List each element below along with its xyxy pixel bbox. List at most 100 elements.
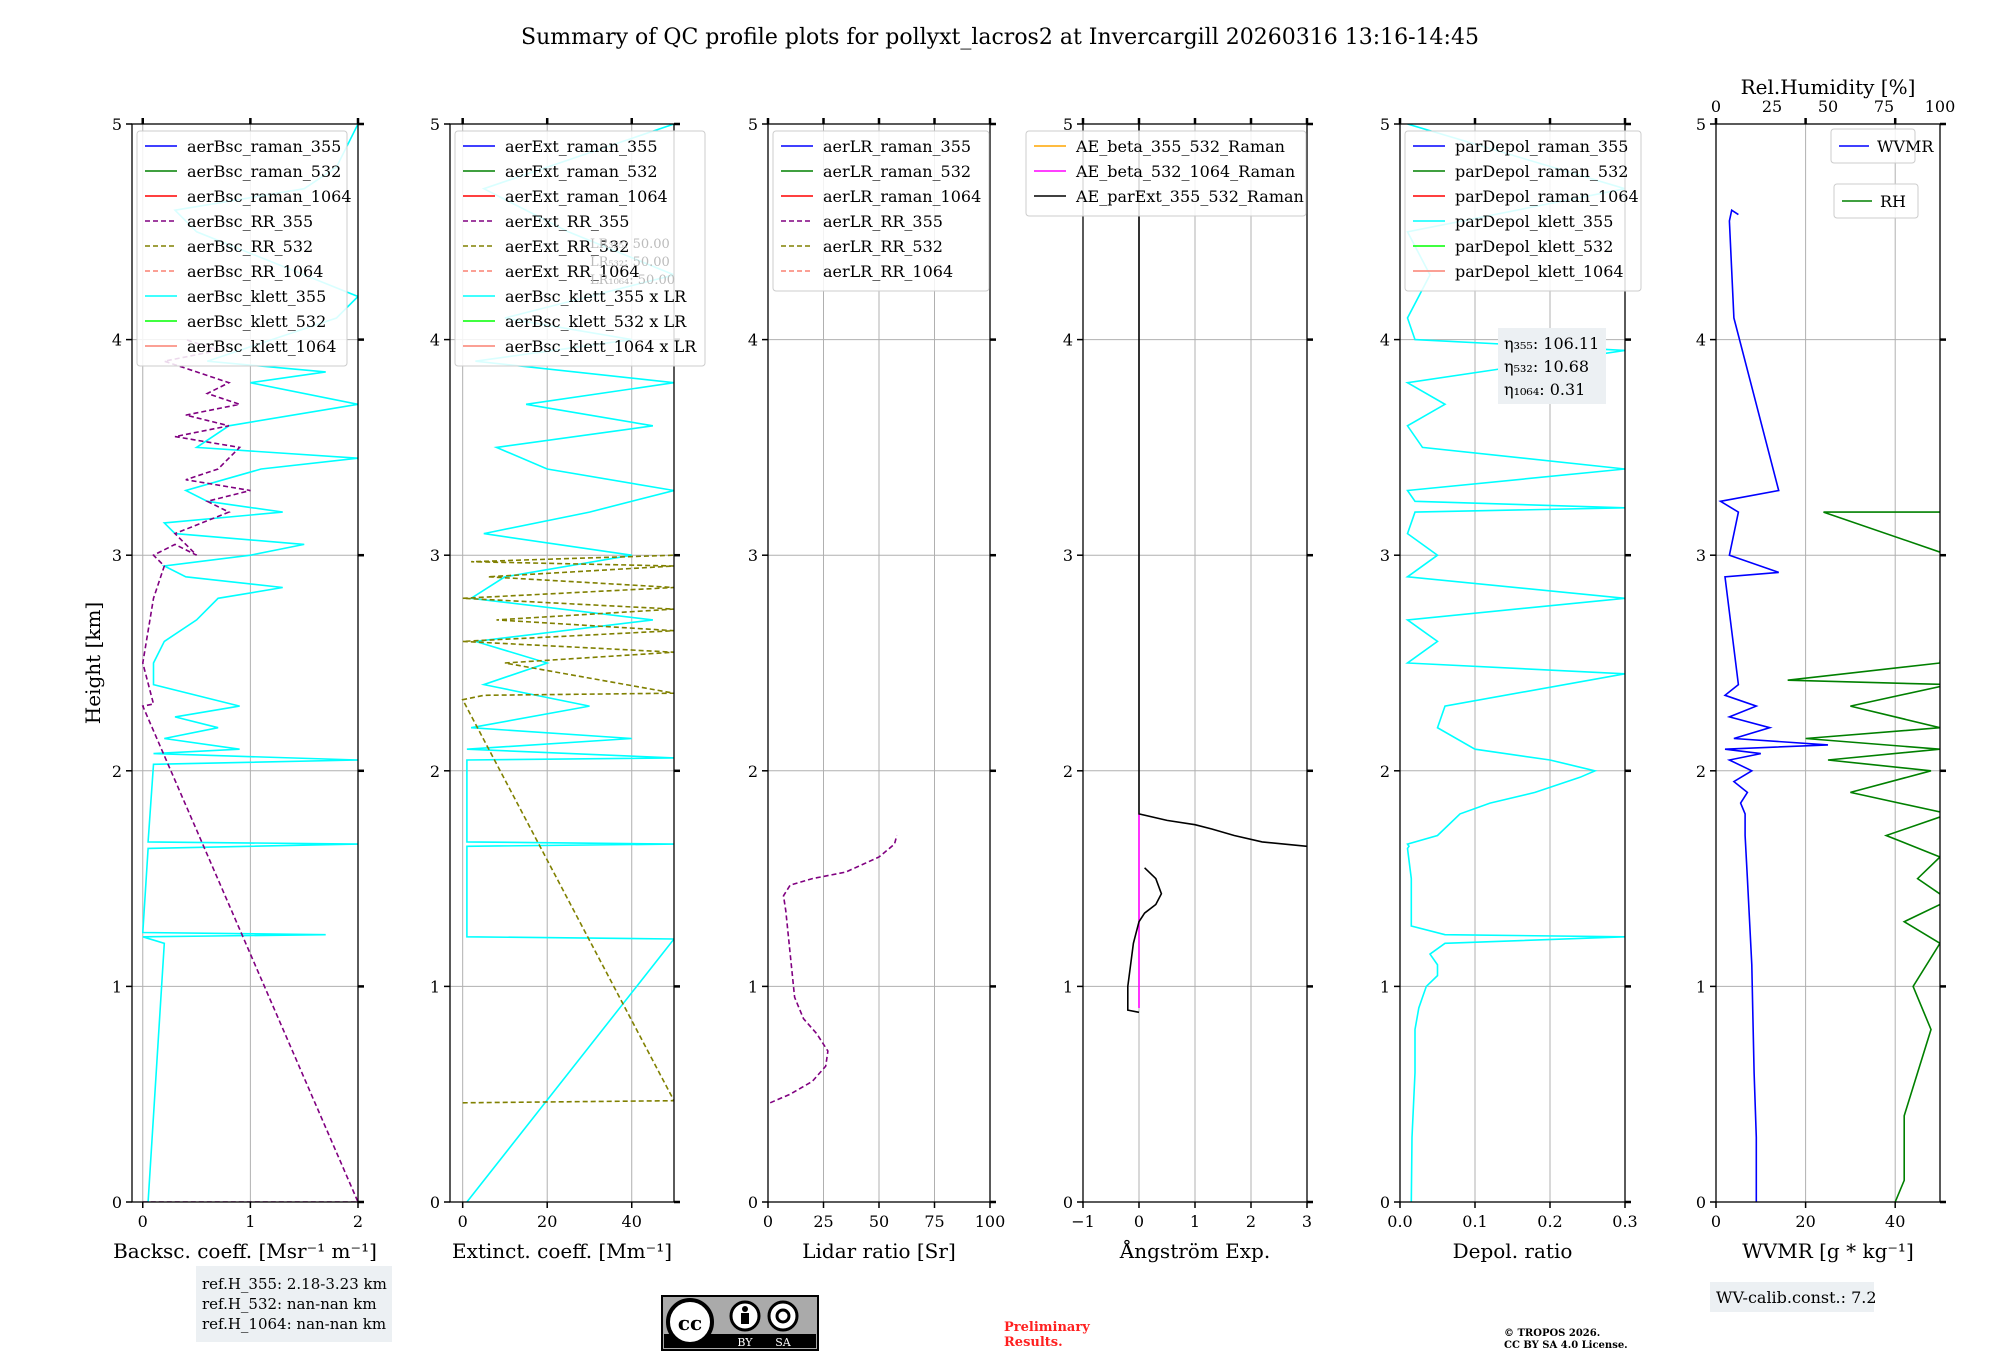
x-axis-label: Extinct. coeff. [Mm⁻¹] (452, 1239, 672, 1263)
y-tick-label: 4 (1696, 331, 1706, 350)
legend-label: aerExt_raman_1064 (505, 187, 668, 206)
secondary-x-tick-label: 25 (1762, 97, 1782, 116)
legend-ae: AE_beta_355_532_Raman AE_beta_532_1064_Ra… (1025, 130, 1307, 217)
wv-calib-text: WV-calib.const.: 7.2 (1716, 1288, 1877, 1307)
legend-label: RH (1880, 192, 1906, 211)
legend-box (1830, 128, 1916, 164)
x-axis-label: Backsc. coeff. [Msr⁻¹ m⁻¹] (113, 1239, 377, 1263)
ref-height-532: ref.H_532: nan-nan km (202, 1295, 377, 1313)
x-tick-label: 40 (1885, 1212, 1905, 1231)
y-tick-label: 5 (1696, 115, 1706, 134)
y-tick-label: 4 (1380, 331, 1390, 350)
y-tick-label: 5 (112, 115, 122, 134)
legend-label: aerExt_raman_532 (505, 162, 658, 181)
y-tick-label: 3 (1063, 546, 1073, 565)
x-tick-label: 1 (245, 1212, 255, 1231)
x-axis-label: WVMR [g * kg⁻¹] (1742, 1239, 1914, 1263)
legend-label: AE_beta_532_1064_Raman (1075, 162, 1295, 181)
series-line-aerExt_RR_532 (461, 554, 674, 1104)
axes-frame (449, 123, 675, 1203)
y-tick-label: 4 (748, 331, 758, 350)
series-line-aerBsc_RR_355 (141, 338, 358, 1202)
x-tick-label: 100 (975, 1212, 1006, 1231)
y-tick-label: 1 (430, 977, 440, 996)
legend-label: aerLR_RR_355 (823, 212, 943, 231)
x-tick-label: 0.0 (1387, 1212, 1412, 1231)
legend-label: parDepol_klett_532 (1455, 237, 1613, 256)
legend-label: aerLR_raman_355 (823, 137, 971, 156)
copyright-line-1: © TROPOS 2026. (1504, 1328, 1600, 1339)
copyright-line-2: CC BY SA 4.0 License. (1504, 1340, 1628, 1351)
x-tick-label: 50 (869, 1212, 889, 1231)
axes-frame (131, 123, 359, 1203)
cc-logo-text: cc (678, 1311, 702, 1335)
legend-label: aerExt_RR_532 (505, 237, 629, 256)
y-tick-label: 5 (748, 115, 758, 134)
x-tick-label: 40 (622, 1212, 642, 1231)
legend-label: aerBsc_raman_355 (187, 137, 341, 156)
legend-label: aerLR_raman_1064 (823, 187, 981, 206)
preliminary-line-1: Preliminary (1004, 1320, 1090, 1335)
lr-annotation: LR₅₃₂: 50.00 (590, 255, 670, 270)
y-tick-label: 0 (1380, 1193, 1390, 1212)
grid-wv (1715, 123, 1940, 1203)
x-tick-label: 0.1 (1462, 1212, 1487, 1231)
panel-depol: 0 1 2 3 4 5 0.0 0.1 0.2 0.3 Depol. ratio parDepol_r… (1380, 115, 1642, 1263)
y-tick-label: 3 (1380, 546, 1390, 565)
series-line-AE_parExt_355_532_Raman (1138, 124, 1307, 848)
y-tick-label: 0 (1063, 1193, 1073, 1212)
secondary-x-axis-label: Rel.Humidity [%] (1741, 75, 1916, 99)
x-tick-label: 0 (1711, 1212, 1721, 1231)
y-tick-label: 1 (1063, 977, 1073, 996)
legend-label: aerExt_RR_1064 (505, 262, 640, 281)
x-tick-label: 75 (924, 1212, 944, 1231)
x-tick-label: 20 (1795, 1212, 1815, 1231)
series-group-ae (1127, 124, 1307, 1014)
y-tick-label: 2 (430, 762, 440, 781)
legend-label: aerLR_RR_1064 (823, 262, 953, 281)
y-tick-label: 2 (112, 762, 122, 781)
legend-label: aerExt_RR_355 (505, 212, 629, 231)
legend-label: aerBsc_raman_1064 (187, 187, 352, 206)
legend-box (772, 130, 990, 292)
x-axis-label: Depol. ratio (1453, 1239, 1573, 1263)
wv-calib-box (1710, 1282, 1874, 1312)
legend-box (1025, 130, 1307, 217)
y-tick-label: 5 (1063, 115, 1073, 134)
legend-wv: WVMR RH (1830, 128, 1934, 219)
x-tick-label: 0.2 (1537, 1212, 1562, 1231)
legend-label: parDepol_klett_355 (1455, 212, 1613, 231)
legend-label: aerBsc_RR_532 (187, 237, 313, 256)
y-tick-label: 5 (1380, 115, 1390, 134)
x-axis-label: Lidar ratio [Sr] (802, 1239, 956, 1263)
x-tick-label: 3 (1302, 1212, 1312, 1231)
series-group-depol (1405, 124, 1625, 1202)
y-tick-label: 1 (112, 977, 122, 996)
legend-label: aerBsc_klett_532 (187, 312, 326, 331)
secondary-x-tick-label: 50 (1818, 97, 1838, 116)
y-tick-label: 1 (1380, 977, 1390, 996)
grid-ae (1082, 123, 1308, 1203)
series-line-WVMR (1718, 208, 1829, 1202)
legend-label: aerBsc_klett_1064 x LR (505, 337, 697, 356)
x-axis-label: Ångström Exp. (1119, 1238, 1270, 1263)
series-line-parDepol_klett_355 (1405, 124, 1625, 1202)
y-tick-label: 1 (1696, 977, 1706, 996)
y-tick-label: 0 (430, 1193, 440, 1212)
legend-label: aerLR_RR_532 (823, 237, 943, 256)
y-tick-label: 0 (112, 1193, 122, 1212)
legend-label: aerBsc_klett_532 x LR (505, 312, 687, 331)
x-tick-label: 0.3 (1612, 1212, 1637, 1231)
secondary-x-tick-label: 0 (1711, 97, 1721, 116)
x-tick-label: 2 (353, 1212, 363, 1231)
x-tick-label: 0 (763, 1212, 773, 1231)
x-tick-label: 1 (1190, 1212, 1200, 1231)
y-tick-label: 5 (430, 115, 440, 134)
y-tick-label: 2 (1380, 762, 1390, 781)
x-tick-label: 25 (813, 1212, 833, 1231)
cc-license-badge[interactable]: cc BY SA (661, 1295, 819, 1351)
y-axis-label: Height [km] (81, 602, 105, 724)
axes-frame (1715, 123, 1941, 1203)
legend-label: aerBsc_klett_355 x LR (505, 287, 687, 306)
